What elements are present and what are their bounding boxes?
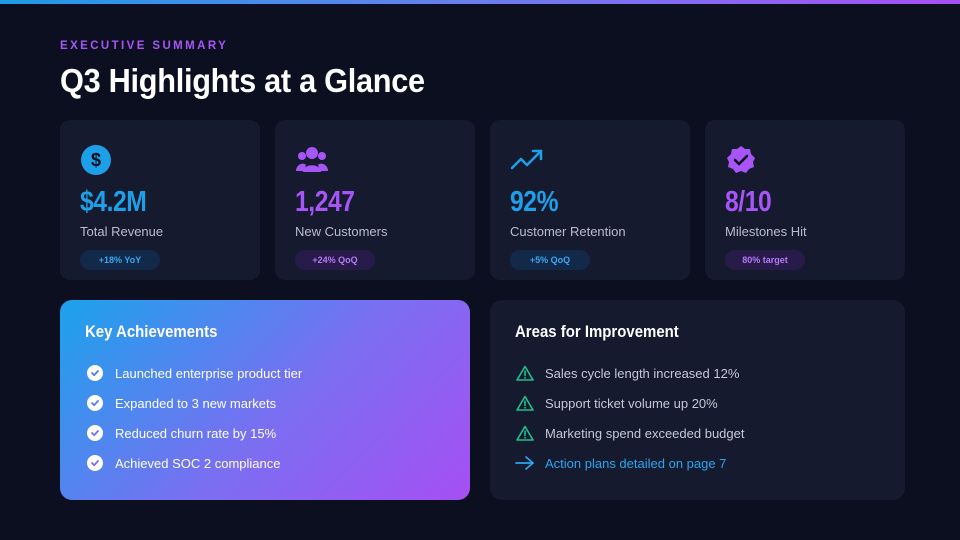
trending-up-icon [510,144,544,176]
action-plans-link[interactable]: Action plans detailed on page 7 [515,448,744,478]
stat-label: New Customers [295,224,388,239]
dollar-icon: $ [80,144,114,176]
panel-title: Areas for Improvement [515,322,679,341]
check-circle-icon [85,453,105,473]
stat-value: 92% [510,186,559,218]
warning-icon [515,363,535,383]
improvement-list: Sales cycle length increased 12% Support… [515,358,744,478]
list-item-label: Expanded to 3 new markets [115,395,277,411]
warning-icon [515,393,535,413]
list-item-label: Support ticket volume up 20% [545,395,718,411]
stat-label: Customer Retention [510,224,626,239]
list-item: Sales cycle length increased 12% [515,358,744,388]
list-item-label: Sales cycle length increased 12% [545,365,740,381]
achievements-list: Launched enterprise product tier Expande… [85,358,302,478]
action-plans-link-label[interactable]: Action plans detailed on page 7 [545,455,727,471]
list-item: Marketing spend exceeded budget [515,418,744,448]
section-eyebrow: EXECUTIVE SUMMARY [60,40,229,52]
warning-icon [515,423,535,443]
users-icon [295,144,329,176]
stat-card-milestones: 8/10 Milestones Hit 80% target [705,120,905,280]
stat-label: Total Revenue [80,224,164,239]
check-circle-icon [85,393,105,413]
arrow-right-icon [515,453,535,473]
list-item: Launched enterprise product tier [85,358,302,388]
top-accent-bar [0,0,960,4]
panel-title: Key Achievements [85,322,218,341]
stat-badge: +18% YoY [80,250,160,270]
stat-badge: +24% QoQ [295,250,375,270]
stat-value: 1,247 [295,186,355,218]
stat-badge: 80% target [725,250,805,270]
list-item: Support ticket volume up 20% [515,388,744,418]
check-circle-icon [85,423,105,443]
stat-card-revenue: $ $4.2M Total Revenue +18% YoY [60,120,260,280]
areas-for-improvement-panel: Areas for Improvement Sales cycle length… [490,300,905,500]
list-item-label: Reduced churn rate by 15% [115,425,277,441]
stat-value: 8/10 [725,186,772,218]
list-item: Reduced churn rate by 15% [85,418,302,448]
check-circle-icon [85,363,105,383]
list-item: Achieved SOC 2 compliance [85,448,302,478]
page-title: Q3 Highlights at a Glance [60,62,425,99]
list-item-label: Launched enterprise product tier [115,365,303,381]
list-item-label: Marketing spend exceeded budget [545,425,745,441]
list-item: Expanded to 3 new markets [85,388,302,418]
stat-badge: +5% QoQ [510,250,590,270]
stat-label: Milestones Hit [725,224,807,239]
stat-card-customers: 1,247 New Customers +24% QoQ [275,120,475,280]
key-achievements-panel: Key Achievements Launched enterprise pro… [60,300,470,500]
stat-card-retention: 92% Customer Retention +5% QoQ [490,120,690,280]
stat-value: $4.2M [80,186,147,218]
list-item-label: Achieved SOC 2 compliance [115,455,281,471]
verified-badge-icon [725,144,759,176]
svg-text:$: $ [91,150,101,170]
